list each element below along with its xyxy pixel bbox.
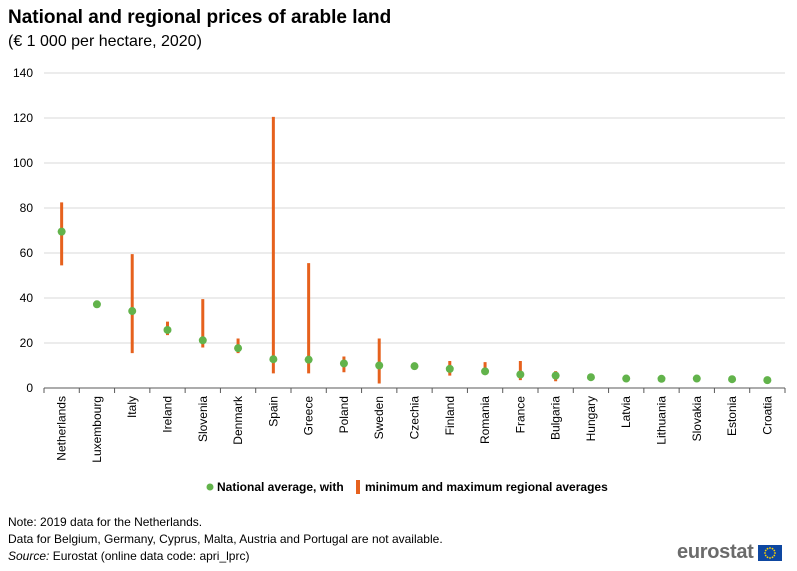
x-tick-label: Denmark [231,395,245,445]
y-tick-label: 100 [13,156,33,170]
range-bar-italy [130,254,134,354]
notes: Note: 2019 data for the Netherlands. Dat… [8,514,443,565]
point-bulgaria [551,371,560,380]
y-tick-label: 140 [13,66,33,80]
source-label: Source: [8,549,50,563]
point-greece [304,355,313,364]
eurostat-logo: eurostat [677,541,782,564]
y-tick-label: 80 [20,201,34,215]
point-denmark [234,344,243,353]
x-tick-label: Croatia [760,396,774,435]
x-tick-label: Latvia [619,396,633,428]
legend: National average, with minimum and maxim… [206,480,608,494]
point-croatia [763,376,772,385]
x-tick-label: Romania [478,396,492,444]
x-tick-label: Greece [302,396,316,436]
legend-range-marker [356,480,360,494]
data-points [57,227,772,385]
x-tick-label: Slovakia [690,396,704,442]
x-tick-label: Netherlands [55,396,69,461]
point-finland [445,364,454,373]
legend-label-average: National average, with [217,480,344,494]
legend-point-marker [206,483,214,491]
point-luxembourg [92,300,101,309]
chart: 0 20 40 60 80 100 120 140 Netherlands Luxembourg… [13,66,786,494]
y-tick-label: 40 [20,291,34,305]
x-tick-label: Hungary [584,396,598,441]
point-estonia [728,375,737,384]
x-tick-label: Italy [125,396,139,418]
note-line-1: Note: 2019 data for the Netherlands. [8,515,203,529]
x-tick-label: France [513,396,527,434]
point-slovakia [692,374,701,383]
range-bars [60,116,558,384]
point-sweden [375,361,384,370]
x-tick-label: Lithuania [655,396,669,445]
point-lithuania [657,374,666,383]
legend-label-range: minimum and maximum regional averages [365,480,608,494]
point-czechia [410,362,419,371]
x-tick-label: Spain [266,396,280,427]
range-bar-spain [271,116,275,374]
x-axis [43,387,786,393]
x-tick-label: Bulgaria [549,396,563,440]
point-spain [269,355,278,364]
y-tick-label: 120 [13,111,33,125]
x-axis-labels: Netherlands Luxembourg Italy Ireland Sloveni… [55,395,775,463]
x-tick-label: Slovenia [196,396,210,442]
range-bar-greece [307,263,311,374]
point-latvia [622,374,631,383]
chart-title: National and regional prices of arable l… [8,7,392,28]
x-tick-label: Czechia [408,396,422,440]
point-slovenia [198,336,207,345]
chart-subtitle: (€ 1 000 per hectare, 2020) [8,33,202,50]
x-tick-label: Ireland [161,396,175,433]
source-text: Eurostat (online data code: apri_lprc) [49,549,250,563]
note-line-2: Data for Belgium, Germany, Cyprus, Malta… [8,532,443,546]
eu-flag-icon [757,544,782,561]
y-axis-ticks: 0 20 40 60 80 100 120 140 [13,66,33,395]
y-tick-label: 20 [20,336,34,350]
point-hungary [586,373,595,382]
point-romania [481,367,490,376]
x-tick-label: Luxembourg [90,396,104,463]
gridlines [44,72,785,344]
y-tick-label: 0 [26,381,33,395]
x-tick-label: Sweden [372,396,386,439]
point-ireland [163,325,172,334]
range-bar-sweden [377,338,381,384]
point-france [516,370,525,379]
point-poland [339,359,348,368]
point-netherlands [57,227,66,236]
point-italy [128,307,137,316]
y-tick-label: 60 [20,246,34,260]
range-bar-slovenia [201,299,205,348]
x-tick-label: Poland [337,396,351,433]
x-tick-label: Estonia [725,396,739,436]
source-line: Source: Eurostat (online data code: apri… [8,548,443,565]
logo-text: eurostat [677,541,754,563]
x-tick-label: Finland [443,396,457,435]
